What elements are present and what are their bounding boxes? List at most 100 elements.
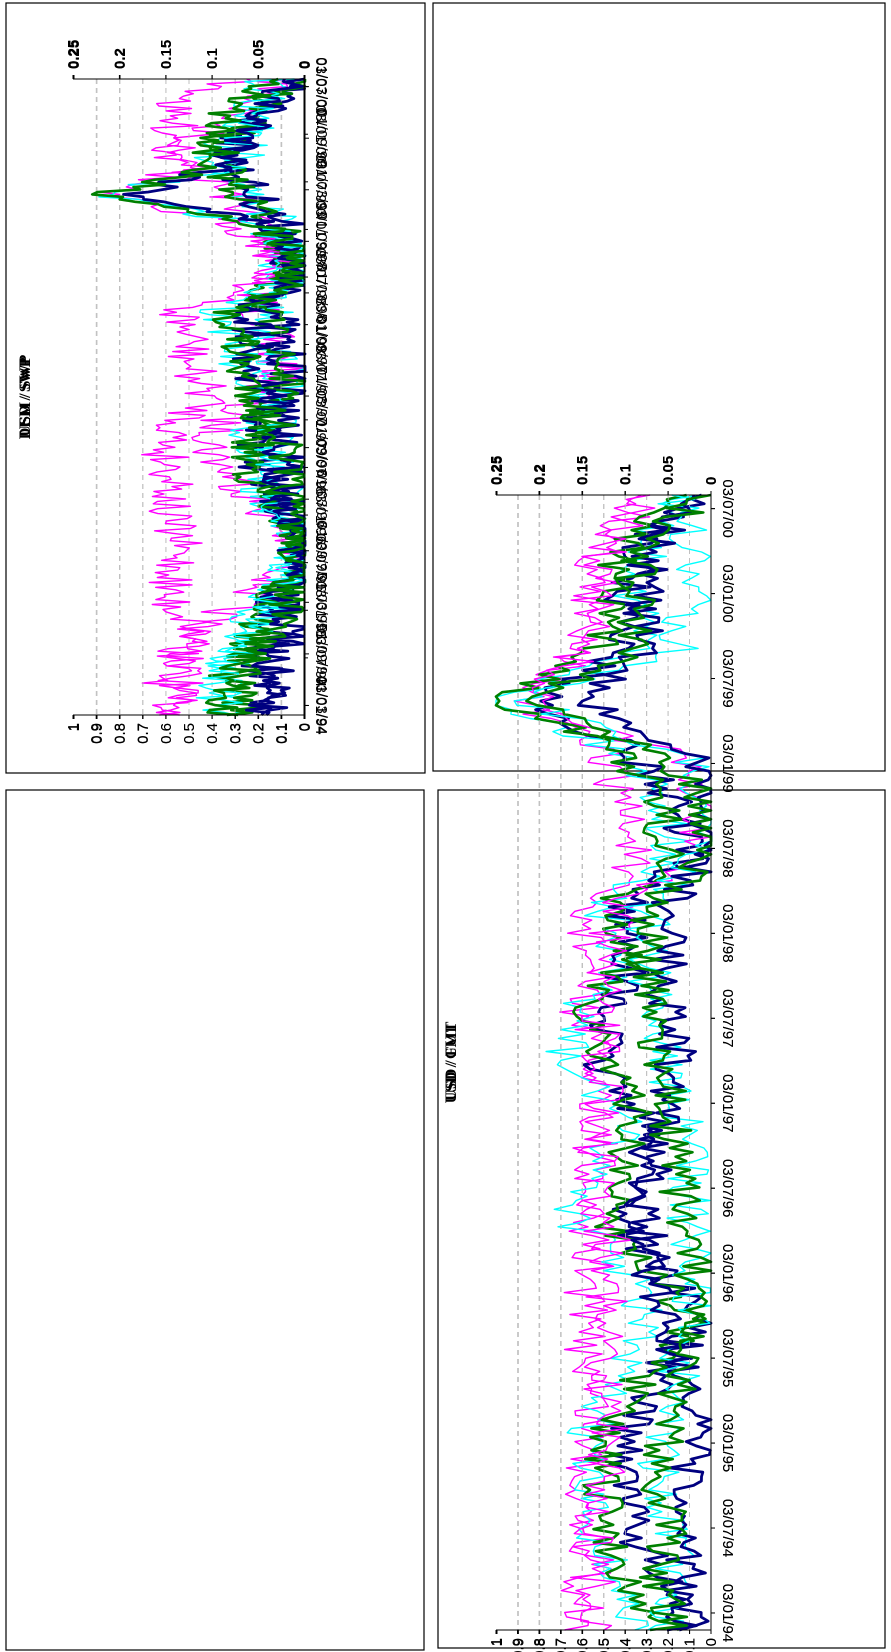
right-tick-label: 0.2 <box>531 464 548 485</box>
x-tick-label: 03/01/00 <box>312 105 329 163</box>
chart-panel: 0 0.1 0.2 0.3 0.4 0.5 0.6 0.7 0.8 0.9 1 0 0.05 0.1 0.1… <box>5 456 736 1652</box>
left-tick-label: 0.3 <box>227 723 244 744</box>
left-tick-label: 0.5 <box>181 723 198 744</box>
left-tick-label: 0.6 <box>575 1638 592 1652</box>
x-tick-label: 03/07/96 <box>312 438 329 496</box>
chart-panel: 0 0.1 0.2 0.3 0.4 0.5 0.6 0.7 0.8 0.9 1 0 0.05 0.1 0.1… <box>5 2 426 774</box>
x-tick-label: 01/03/95 <box>313 573 330 631</box>
right-tick-label: 0.15 <box>574 456 591 485</box>
right-tick-label: 0.05 <box>250 40 267 69</box>
left-tick-label: 0.6 <box>158 723 175 744</box>
left-tick-label: 0.2 <box>660 1638 677 1652</box>
left-tick-label: 0 <box>703 1638 720 1646</box>
left-tick-label: 0.7 <box>135 723 152 744</box>
left-tick-label: 0.4 <box>204 723 221 744</box>
left-tick-label: 0.2 <box>660 1638 677 1652</box>
x-tick-label: 03/01/98 <box>719 904 736 962</box>
x-tick-label: 03/07/99 <box>719 649 736 707</box>
right-tick-label: 0.25 <box>66 40 83 69</box>
left-tick-label: 0.8 <box>111 723 128 744</box>
x-tick-label: 01/09/98 <box>313 212 330 270</box>
left-tick-label: 0.2 <box>250 723 267 744</box>
x-tick-label: 03/01/94 <box>719 1584 736 1642</box>
chart-panel: 0 0.1 0.2 0.3 0.4 0.5 0.6 0.7 0.8 0.9 1 0 0.05 0.1 0.1… <box>17 2 886 772</box>
x-tick-label: 01/03/94 <box>313 676 330 734</box>
x-tick-label: 01/03/97 <box>313 367 330 425</box>
series-green-line <box>90 77 306 717</box>
x-tick-label: 03/07/95 <box>719 1329 736 1387</box>
right-tick-label: 0.2 <box>532 464 549 485</box>
right-tick-label: 0.15 <box>158 40 175 69</box>
right-tick-label: 0.2 <box>112 48 129 69</box>
x-tick-label: 03/07/94 <box>719 1499 736 1557</box>
series-navy-line <box>534 494 713 1632</box>
x-tick-label: 03/07/98 <box>719 819 736 877</box>
x-tick-label: 03/01/00 <box>719 564 736 622</box>
x-tick-label: 03/01/94 <box>312 676 329 734</box>
x-tick-label: 03/01/96 <box>312 486 329 544</box>
left-tick-label: 0.4 <box>617 1638 634 1652</box>
x-tick-label: 03/07/96 <box>719 1159 736 1217</box>
right-tick-label: 0.05 <box>660 456 677 485</box>
x-tick-label: 03/07/97 <box>719 989 736 1047</box>
left-tick-label: 0.4 <box>204 723 221 744</box>
right-tick-label: 0.25 <box>489 456 506 485</box>
x-tick-label: 03/07/95 <box>719 1329 736 1387</box>
left-tick-label: 0.1 <box>274 723 291 744</box>
x-tick-label: 01/09/97 <box>313 315 330 373</box>
chart-panel: 0 0.1 0.2 0.3 0.4 0.5 0.6 0.7 0.8 0.9 1 0 0.05 0.1 0.1… <box>437 456 886 1652</box>
panel-frame <box>432 2 886 772</box>
right-tick-label: 0.15 <box>158 40 175 69</box>
left-tick-label: 0.8 <box>112 723 129 744</box>
left-tick-label: 1 <box>488 1638 505 1646</box>
left-tick-label: 0.4 <box>617 1638 634 1652</box>
x-tick-label: 03/07/00 <box>719 479 736 537</box>
left-tick-label: 0.8 <box>531 1638 548 1652</box>
left-tick-label: 0.5 <box>596 1638 613 1652</box>
series-green-line <box>494 493 706 1632</box>
chart-title: USD / SWP <box>17 357 34 436</box>
x-tick-label: 03/01/94 <box>719 1584 736 1642</box>
panel-frame <box>5 789 425 1651</box>
right-tick-label: 0 <box>703 477 720 485</box>
series-magenta-line <box>531 494 712 1631</box>
left-tick-label: 0.6 <box>574 1638 591 1652</box>
x-tick-label: 03/01/97 <box>312 391 329 449</box>
x-tick-label: 03/01/97 <box>719 1074 736 1132</box>
right-tick-label: 0.05 <box>251 40 268 69</box>
left-tick-label: 0.8 <box>532 1638 549 1652</box>
left-tick-label: 0.6 <box>158 723 175 744</box>
x-tick-label: 03/07/97 <box>719 989 736 1047</box>
left-tick-label: 1 <box>489 1638 506 1646</box>
left-tick-label: 0.9 <box>510 1638 527 1652</box>
left-tick-label: 0.9 <box>510 1638 527 1652</box>
x-tick-label: 03/01/99 <box>719 734 736 792</box>
x-tick-label: 03/01/96 <box>719 1244 736 1302</box>
left-tick-label: 0.3 <box>227 723 244 744</box>
left-tick-label: 0.2 <box>251 723 268 744</box>
chart-title: DEM / SWP <box>17 355 34 440</box>
right-tick-label: 0.15 <box>575 456 592 485</box>
left-tick-label: 0 <box>297 723 314 731</box>
x-tick-label: 03/01/98 <box>312 295 329 353</box>
x-tick-label: 01/09/99 <box>313 109 330 167</box>
x-tick-label: 01/09/94 <box>313 625 330 683</box>
left-tick-label: 0.7 <box>135 723 152 744</box>
x-tick-label: 03/07/00 <box>719 479 736 537</box>
right-tick-label: 0.25 <box>488 456 505 485</box>
x-tick-label: 03/07/94 <box>312 629 329 687</box>
chart-title: USD / CMT <box>443 1021 460 1103</box>
x-tick-label: 03/01/00 <box>719 564 736 622</box>
left-tick-label: 0.5 <box>596 1638 613 1652</box>
right-tick-label: 0.1 <box>617 464 634 485</box>
chart-title: USD / FUT <box>443 1024 460 1101</box>
right-tick-label: 0.25 <box>65 40 82 69</box>
panel-frame <box>5 2 426 774</box>
x-tick-label: 03/07/94 <box>719 1499 736 1557</box>
right-tick-label: 0 <box>297 61 314 69</box>
right-tick-label: 0 <box>296 61 313 69</box>
left-tick-label: 1 <box>66 723 83 731</box>
left-tick-label: 0.1 <box>682 1638 699 1652</box>
left-tick-label: 0.9 <box>88 723 105 744</box>
